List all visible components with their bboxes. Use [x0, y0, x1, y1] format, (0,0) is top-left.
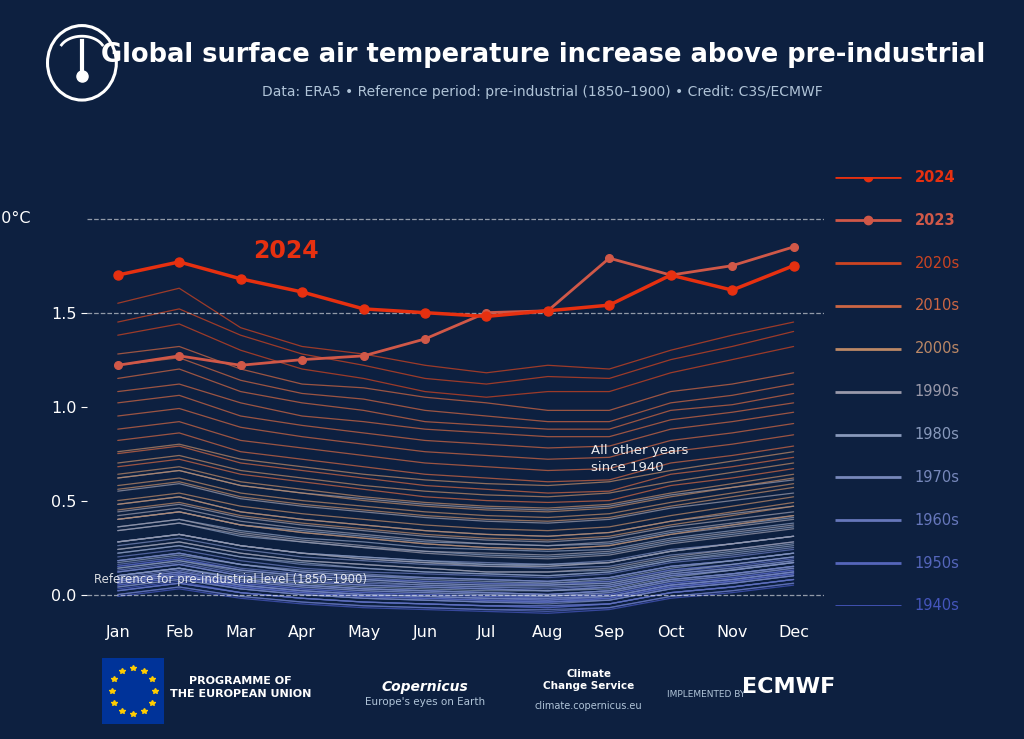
Text: Reference for pre-industrial level (1850–1900): Reference for pre-industrial level (1850…: [94, 573, 368, 586]
Text: 2024: 2024: [914, 170, 955, 185]
Text: 2000s: 2000s: [914, 341, 959, 356]
Text: Climate
Change Service: Climate Change Service: [543, 669, 635, 691]
Text: PROGRAMME OF
THE EUROPEAN UNION: PROGRAMME OF THE EUROPEAN UNION: [170, 675, 311, 699]
Text: 2.0°C: 2.0°C: [0, 211, 32, 226]
Text: 1950s: 1950s: [914, 556, 959, 571]
Text: 1980s: 1980s: [914, 427, 959, 442]
Text: Copernicus: Copernicus: [382, 681, 468, 694]
Text: 1960s: 1960s: [914, 513, 959, 528]
Text: Global surface air temperature increase above pre-industrial: Global surface air temperature increase …: [100, 42, 985, 69]
Text: 1970s: 1970s: [914, 470, 959, 485]
Text: ECMWF: ECMWF: [741, 677, 836, 698]
Text: climate.copernicus.eu: climate.copernicus.eu: [535, 701, 643, 711]
Text: 2020s: 2020s: [914, 256, 959, 270]
Text: 1940s: 1940s: [914, 599, 959, 613]
Text: 2024: 2024: [253, 239, 318, 262]
Text: Data: ERA5 • Reference period: pre-industrial (1850–1900) • Credit: C3S/ECMWF: Data: ERA5 • Reference period: pre-indus…: [262, 86, 823, 99]
Text: 1990s: 1990s: [914, 384, 959, 399]
Text: 2023: 2023: [914, 213, 955, 228]
Text: IMPLEMENTED BY: IMPLEMENTED BY: [668, 690, 745, 699]
Text: All other years
since 1940: All other years since 1940: [591, 444, 688, 474]
Text: Europe's eyes on Earth: Europe's eyes on Earth: [365, 697, 485, 707]
Text: 2010s: 2010s: [914, 299, 959, 313]
